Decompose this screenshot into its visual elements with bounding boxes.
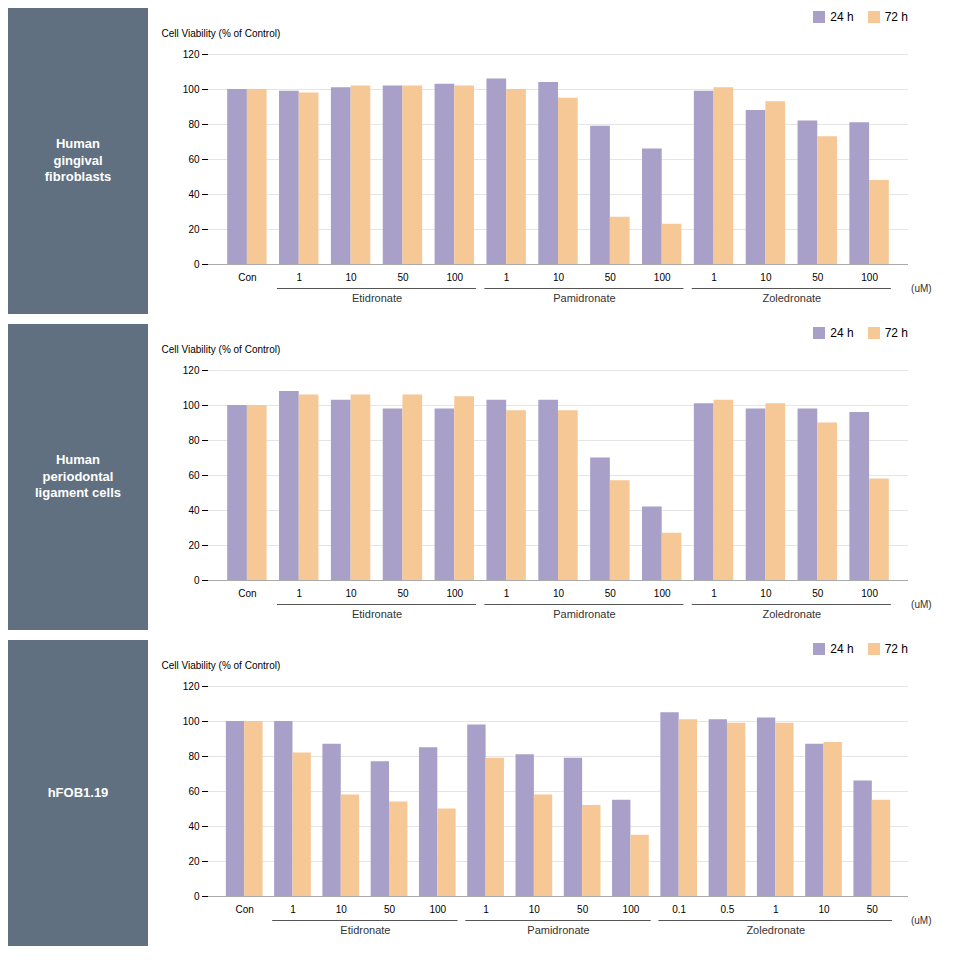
svg-text:100: 100	[429, 904, 446, 915]
svg-text:50: 50	[812, 588, 824, 599]
svg-text:60: 60	[188, 786, 200, 797]
svg-text:1: 1	[290, 904, 296, 915]
svg-text:50: 50	[397, 588, 409, 599]
svg-text:1: 1	[296, 588, 302, 599]
svg-text:50: 50	[867, 904, 879, 915]
svg-text:100: 100	[446, 272, 463, 283]
html-text:24 h: 24 h	[830, 642, 854, 656]
svg-text:100: 100	[861, 588, 878, 599]
svg-text:40: 40	[188, 505, 200, 516]
svg-text:120: 120	[183, 49, 200, 60]
svg-text:0.5: 0.5	[721, 904, 735, 915]
svg-text:100: 100	[654, 588, 671, 599]
svg-text:40: 40	[188, 189, 200, 200]
svg-text:100: 100	[861, 272, 878, 283]
svg-text:50: 50	[384, 904, 396, 915]
svg-text:Etidronate: Etidronate	[352, 292, 402, 304]
svg-text:1: 1	[504, 588, 510, 599]
svg-text:60: 60	[188, 470, 200, 481]
svg-text:1: 1	[483, 904, 489, 915]
svg-text:20: 20	[188, 540, 200, 551]
svg-text:Con: Con	[236, 904, 254, 915]
svg-text:10: 10	[760, 272, 772, 283]
svg-text:100: 100	[623, 904, 640, 915]
svg-text:1: 1	[711, 588, 717, 599]
svg-text:50: 50	[605, 588, 617, 599]
svg-text:120: 120	[183, 681, 200, 692]
svg-text:1: 1	[504, 272, 510, 283]
html-text:72 h: 72 h	[884, 10, 908, 24]
html-text:24 h: 24 h	[830, 10, 854, 24]
svg-text:0: 0	[194, 575, 200, 586]
html-text:24 h: 24 h	[830, 326, 854, 340]
html-text:72 h: 72 h	[884, 642, 908, 656]
svg-text:10: 10	[346, 588, 358, 599]
svg-text:40: 40	[188, 821, 200, 832]
svg-text:Cell Viability (% of Control): Cell Viability (% of Control)	[162, 660, 281, 671]
svg-text:10: 10	[346, 272, 358, 283]
svg-text:(uM): (uM)	[911, 283, 932, 294]
html-text:72 h: 72 h	[884, 326, 908, 340]
svg-text:50: 50	[812, 272, 824, 283]
svg-text:50: 50	[577, 904, 589, 915]
html-text:hFOB1.19: hFOB1.19	[47, 784, 109, 800]
svg-text:Pamidronate: Pamidronate	[553, 292, 615, 304]
svg-text:10: 10	[529, 904, 541, 915]
svg-text:100: 100	[446, 588, 463, 599]
svg-text:Etidronate: Etidronate	[340, 924, 390, 936]
svg-text:1: 1	[773, 904, 779, 915]
svg-text:120: 120	[183, 365, 200, 376]
html-text:Human gingival fibroblasts: Human gingival fibroblasts	[44, 135, 112, 185]
svg-text:Cell Viability (% of Control): Cell Viability (% of Control)	[162, 344, 281, 355]
svg-text:10: 10	[760, 588, 772, 599]
svg-text:80: 80	[188, 119, 200, 130]
html-text:Human periodontal ligament cel: Human periodontal ligament cells	[35, 451, 121, 501]
svg-text:Cell Viability (% of Control): Cell Viability (% of Control)	[162, 28, 281, 39]
svg-text:10: 10	[336, 904, 348, 915]
svg-text:Con: Con	[238, 588, 256, 599]
svg-text:10: 10	[553, 272, 565, 283]
svg-text:100: 100	[183, 400, 200, 411]
svg-text:Zoledronate: Zoledronate	[746, 924, 805, 936]
svg-text:1: 1	[296, 272, 302, 283]
svg-text:Pamidronate: Pamidronate	[553, 608, 615, 620]
svg-text:0: 0	[194, 891, 200, 902]
svg-text:Etidronate: Etidronate	[352, 608, 402, 620]
svg-text:Pamidronate: Pamidronate	[527, 924, 589, 936]
svg-text:1: 1	[711, 272, 717, 283]
svg-text:100: 100	[183, 84, 200, 95]
svg-text:Zoledronate: Zoledronate	[762, 608, 821, 620]
svg-text:(uM): (uM)	[911, 915, 932, 926]
svg-text:60: 60	[188, 154, 200, 165]
svg-text:80: 80	[188, 751, 200, 762]
svg-text:20: 20	[188, 856, 200, 867]
svg-text:10: 10	[818, 904, 830, 915]
svg-text:Con: Con	[238, 272, 256, 283]
svg-text:20: 20	[188, 224, 200, 235]
svg-text:100: 100	[183, 716, 200, 727]
svg-text:80: 80	[188, 435, 200, 446]
svg-text:Zoledronate: Zoledronate	[762, 292, 821, 304]
svg-text:100: 100	[654, 272, 671, 283]
svg-text:(uM): (uM)	[911, 599, 932, 610]
svg-text:50: 50	[397, 272, 409, 283]
svg-text:10: 10	[553, 588, 565, 599]
svg-text:0.1: 0.1	[672, 904, 686, 915]
svg-text:0: 0	[194, 259, 200, 270]
svg-text:50: 50	[605, 272, 617, 283]
